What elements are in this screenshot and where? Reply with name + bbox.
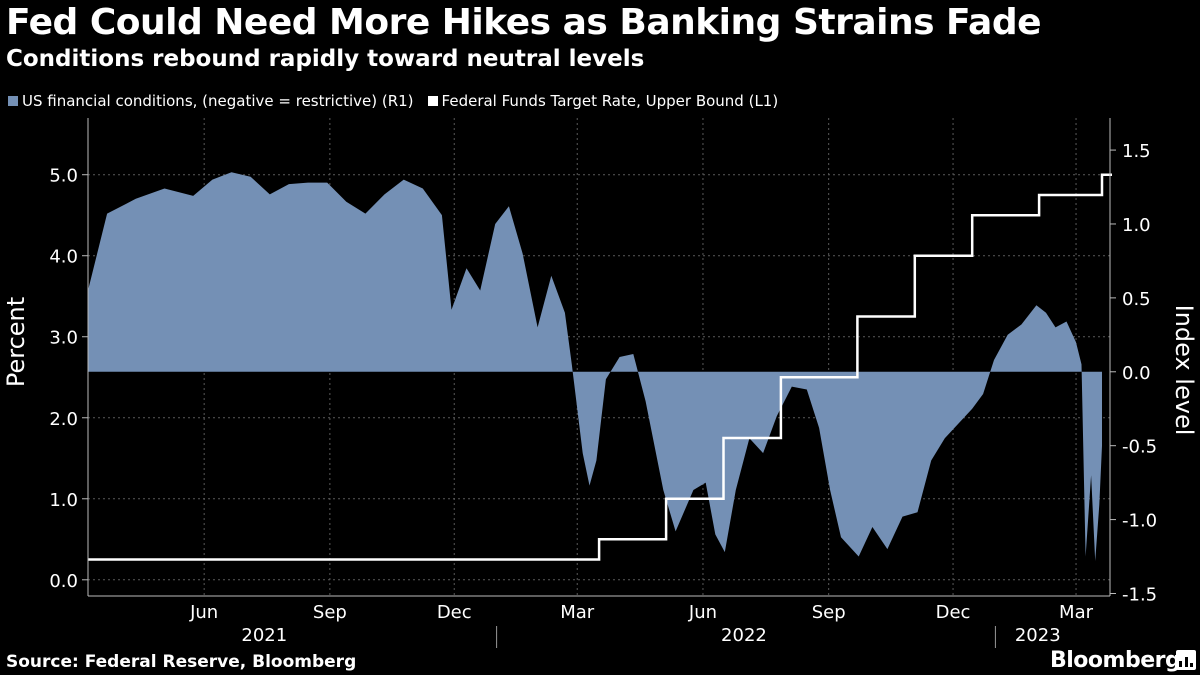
fed-funds-step-line xyxy=(88,173,1112,561)
left-tick-label-4: 4.0 xyxy=(49,247,78,268)
x-tick-label-5: Sep xyxy=(812,602,846,623)
right-axis-label: Index level xyxy=(1170,305,1198,436)
left-axis-label: Percent xyxy=(2,297,30,387)
legend-label-financial-conditions: US financial conditions, (negative = res… xyxy=(22,92,414,110)
legend-swatch-fed-funds xyxy=(427,96,438,106)
tick-labels: Jun Sep Dec Mar Jun Sep Dec Mar 0.0 1.0 2.0 3.0 4.0 5… xyxy=(49,141,1157,646)
chart-title: Fed Could Need More Hikes as Banking Str… xyxy=(6,2,1042,43)
year-label-1: 2022 xyxy=(721,625,767,646)
left-tick-label-1: 1.0 xyxy=(49,490,78,511)
right-tick-label-1: -1.0 xyxy=(1122,511,1157,532)
legend-swatch-financial-conditions xyxy=(8,96,18,106)
legend: US financial conditions, (negative = res… xyxy=(8,92,778,110)
x-tick-label-3: Mar xyxy=(560,602,595,623)
chart-subtitle: Conditions rebound rapidly toward neutra… xyxy=(6,46,645,72)
left-tick-label-5: 5.0 xyxy=(49,166,78,187)
legend-item-financial-conditions: US financial conditions, (negative = res… xyxy=(8,92,414,110)
x-tick-label-0: Jun xyxy=(189,602,218,623)
bloomberg-logo: Bloomberg xyxy=(1050,648,1181,673)
year-label-0: 2021 xyxy=(241,625,287,646)
x-tick-label-7: Mar xyxy=(1059,602,1094,623)
x-tick-label-6: Dec xyxy=(936,602,971,623)
right-tick-label-4: 0.5 xyxy=(1122,289,1151,310)
source-note: Source: Federal Reserve, Bloomberg xyxy=(6,652,357,672)
right-tick-label-0: -1.5 xyxy=(1122,584,1157,605)
bar-chart-icon xyxy=(1176,650,1196,670)
left-tick-label-2: 2.0 xyxy=(49,409,78,430)
right-tick-label-2: -0.5 xyxy=(1122,437,1157,458)
left-tick-label-3: 3.0 xyxy=(49,328,78,349)
x-tick-label-4: Jun xyxy=(688,602,717,623)
left-tick-label-0: 0.0 xyxy=(49,571,78,592)
right-tick-label-3: 0.0 xyxy=(1122,363,1151,384)
legend-item-fed-funds: Federal Funds Target Rate, Upper Bound (… xyxy=(427,92,779,110)
x-tick-label-2: Dec xyxy=(437,602,472,623)
right-tick-label-6: 1.5 xyxy=(1122,141,1151,162)
fed-funds-step-path xyxy=(88,173,1112,561)
legend-label-fed-funds: Federal Funds Target Rate, Upper Bound (… xyxy=(441,92,779,110)
financial-conditions-area xyxy=(88,172,1102,561)
right-tick-label-5: 1.0 xyxy=(1122,215,1151,236)
year-label-2: 2023 xyxy=(1015,625,1061,646)
financial-conditions-area-path xyxy=(88,172,1102,561)
axes xyxy=(82,118,1116,648)
x-tick-label-1: Sep xyxy=(313,602,347,623)
